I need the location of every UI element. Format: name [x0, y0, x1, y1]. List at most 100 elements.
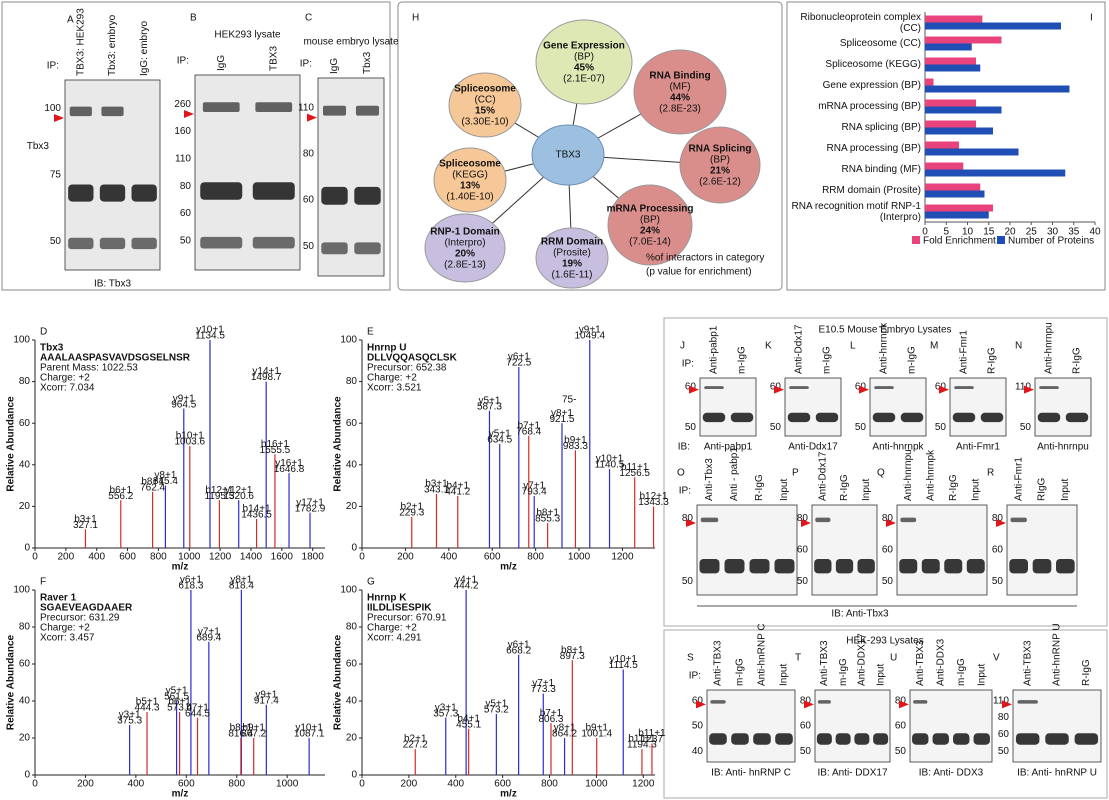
ib-label: Anti-Ddx17 — [788, 442, 838, 453]
bar — [925, 64, 981, 72]
band — [702, 412, 726, 423]
peak-mz: 668.2 — [506, 645, 531, 656]
panel-letter: B — [190, 13, 197, 24]
legend-label: Fold Enrichment — [923, 236, 996, 247]
peak-mz: 983.3 — [563, 441, 588, 452]
peak-ion: y10+1 — [596, 454, 624, 465]
peptide-info: Charge: +2 — [367, 373, 417, 384]
node-pvalue: (2.1E-07) — [563, 74, 605, 85]
peak-ion: b10+1 — [176, 431, 205, 442]
peak-ion: b7+1 — [186, 702, 209, 713]
peak-ion: b9+1 — [564, 435, 587, 446]
node-name: RRM Domain — [541, 237, 603, 248]
ip-label: IP: — [689, 671, 701, 682]
x-tick-label: 400 — [447, 779, 464, 790]
band — [1010, 517, 1027, 523]
band — [700, 517, 719, 523]
lane-label: Anti-hnRNP U — [1052, 623, 1063, 686]
lane-label: Input — [779, 664, 790, 686]
marker-label: 60 — [303, 195, 315, 206]
y-tick-label: 20 — [19, 733, 31, 744]
peak-ion: y5+1 — [166, 686, 188, 697]
lane-label: Anti-DDX3 — [935, 638, 946, 686]
arrowhead — [859, 385, 869, 394]
lane-label: Anti-Tbx3 — [704, 458, 715, 501]
marker-label: 60 — [797, 545, 809, 556]
bar — [925, 36, 1002, 44]
category-label: RNA splicing (BP) — [841, 122, 921, 133]
x-tick-label: 200 — [401, 779, 418, 790]
band — [710, 700, 726, 704]
marker-label: 110 — [298, 102, 314, 113]
peak-mz: 1114.5 — [609, 660, 639, 671]
panel-letter: D — [40, 327, 47, 338]
category-label: Ribonucleoprotein complex (CC) — [800, 11, 921, 34]
x-tick-label: 30 — [1047, 227, 1059, 238]
lane-label: Anti-hnrnpk — [925, 449, 936, 501]
marker-label: 50 — [50, 236, 62, 247]
band — [912, 733, 929, 745]
peptide-info: Precursor: 670.91 — [367, 613, 447, 624]
marker-label: 50 — [998, 746, 1010, 757]
y-tick-label: 80 — [346, 376, 358, 387]
peptide-info: Charge: +2 — [367, 623, 417, 634]
peak-ion: y5+1 — [485, 699, 507, 710]
peak-mz: 556.2 — [108, 491, 133, 502]
category-node — [535, 19, 633, 105]
ib-label: IB: Anti- hnRNP U — [1017, 768, 1097, 779]
peak-mz: 1555.5 — [260, 445, 291, 456]
node-category: (BP) — [710, 155, 730, 166]
band — [1045, 733, 1069, 745]
arrowhead — [696, 700, 706, 709]
band — [954, 386, 974, 390]
peptide-info: Xcorr: 3.521 — [367, 383, 422, 394]
peak-mz: 1256.5 — [619, 468, 650, 479]
peak-mz: 867.2 — [241, 729, 266, 740]
node-category: (KEGG) — [452, 170, 488, 181]
peak-mz: 1646.8 — [274, 464, 305, 475]
lane-label: Tbx3: embryo — [107, 14, 118, 76]
node-category: (CC) — [474, 95, 495, 106]
band — [753, 733, 771, 745]
lane-label: Anti-pabp1 — [709, 325, 720, 374]
peak-mz: 375.3 — [117, 716, 142, 727]
peak-ion: y8+1 — [554, 723, 576, 734]
lane-label: m-IgG — [907, 346, 918, 374]
peak-ion: b11+1 — [638, 728, 666, 739]
category-label: Spliceosome (KEGG) — [825, 59, 921, 70]
marker-label: 75 — [50, 170, 62, 181]
band — [835, 733, 851, 745]
x-tick-label: 400 — [440, 552, 457, 563]
peak-ion: y10+1 — [609, 654, 637, 665]
peak-ion: y8+1 — [230, 575, 252, 586]
marker-label: 80 — [180, 181, 192, 192]
band — [787, 412, 811, 423]
peak-mz: 441.2 — [445, 487, 470, 498]
peak-mz: 1436.5 — [241, 510, 272, 521]
marker-label: 50 — [855, 422, 867, 433]
band — [900, 517, 917, 523]
peak-mz: 634.5 — [487, 435, 512, 446]
panel-title: mouse embryo lysate — [303, 37, 398, 48]
band — [854, 733, 870, 745]
peak-ion: b11+1 — [621, 462, 649, 473]
panel-letter: R — [987, 468, 994, 479]
bar — [925, 141, 959, 149]
band — [131, 237, 157, 250]
arrowhead — [996, 519, 1006, 527]
peak-mz: 444.3 — [135, 703, 160, 714]
bar — [925, 22, 1061, 30]
marker-label: 60 — [895, 721, 907, 732]
marker-label: 80 — [800, 695, 812, 706]
band — [731, 733, 749, 745]
x-tick-label: 40 — [1089, 227, 1101, 238]
y-tick-label: 20 — [346, 733, 358, 744]
band — [815, 517, 831, 523]
peak-ion: y14+1 — [252, 366, 280, 377]
band — [99, 184, 126, 202]
band — [68, 184, 94, 202]
peak-ion: b6+1 — [110, 485, 133, 496]
peak-mz: 1134.5 — [195, 331, 225, 342]
y-tick-label: 0 — [24, 543, 30, 554]
band — [953, 733, 970, 745]
